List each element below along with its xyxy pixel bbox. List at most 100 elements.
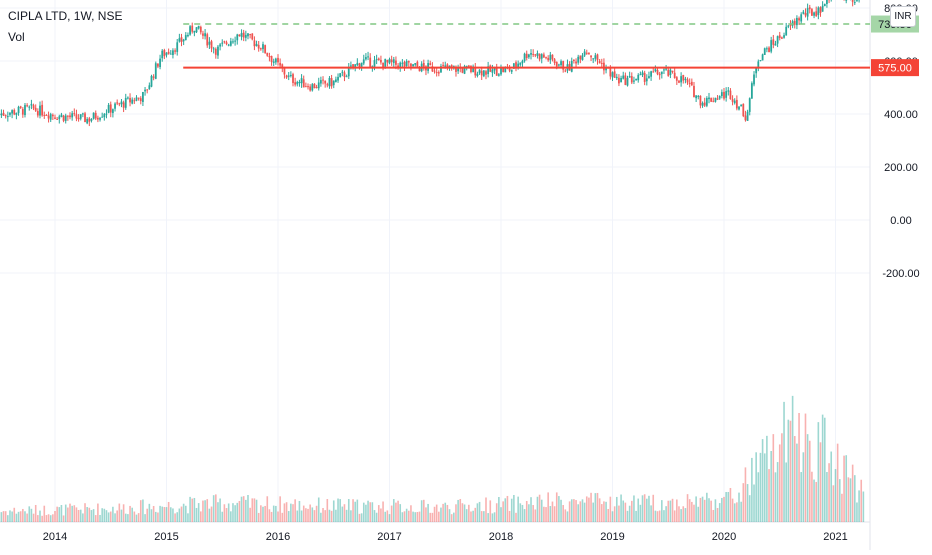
volume-bar — [279, 496, 281, 522]
volume-bar — [732, 499, 734, 522]
candle-body — [590, 56, 592, 58]
candle-body — [800, 14, 802, 21]
volume-bar — [376, 513, 378, 522]
candle-body — [125, 98, 127, 108]
candle-body — [856, 0, 858, 1]
volume-bar — [104, 509, 106, 522]
candle-body — [142, 92, 144, 102]
candle-body — [639, 74, 641, 75]
candle-body — [208, 42, 210, 45]
candle-body — [824, 4, 826, 6]
candle-body — [635, 79, 637, 80]
candle-body — [269, 56, 271, 57]
volume-bar — [157, 512, 159, 522]
candle-body — [31, 104, 33, 106]
candle-body — [264, 45, 266, 53]
volume-bar — [176, 512, 178, 522]
volume-bar — [254, 498, 256, 522]
volume-bar — [796, 444, 798, 522]
candle-body — [155, 63, 157, 79]
volume-bar — [273, 506, 275, 522]
volume-bar — [640, 505, 642, 522]
candle-body — [163, 50, 165, 56]
volume-bar — [164, 507, 166, 522]
candle-body — [732, 99, 734, 102]
volume-bar — [736, 502, 738, 522]
volume-bar — [384, 512, 386, 522]
volume-bar — [232, 503, 234, 522]
volume-bar — [850, 478, 852, 522]
volume-bar — [24, 511, 26, 522]
candle-body — [157, 64, 159, 67]
volume-bar — [813, 480, 815, 522]
candle-body — [410, 64, 412, 67]
candle-body — [80, 114, 82, 118]
volume-bar — [136, 515, 138, 522]
volume-bar — [76, 507, 78, 522]
volume-bar — [1, 512, 3, 522]
candle-body — [260, 48, 262, 49]
candle-body — [363, 59, 365, 63]
volume-bar — [599, 498, 601, 522]
volume-bar — [747, 484, 749, 522]
volume-bar — [839, 479, 841, 522]
candle-body — [380, 60, 382, 63]
volume-bar — [369, 502, 371, 522]
volume-bar — [82, 513, 84, 522]
candle-body — [401, 63, 403, 64]
volume-bar — [80, 510, 82, 522]
x-tick-label: 2017 — [377, 531, 401, 543]
candle-body — [807, 8, 809, 16]
volume-bar — [532, 505, 534, 522]
volume-bar — [860, 480, 862, 522]
volume-bar — [187, 513, 189, 522]
candle-body — [67, 116, 69, 117]
candle-body — [11, 110, 13, 113]
volume-bar — [620, 495, 622, 522]
candle-body — [695, 95, 697, 98]
candle-body — [747, 112, 749, 121]
volume-bar — [708, 498, 710, 522]
volume-bar — [650, 505, 652, 522]
candle-body — [618, 78, 620, 84]
volume-bar — [790, 421, 792, 522]
currency-badge[interactable]: INR — [890, 6, 916, 27]
candle-body — [108, 105, 110, 113]
candle-body — [266, 53, 268, 56]
candle-body — [146, 89, 148, 90]
candle-body — [296, 82, 298, 84]
volume-indicator-label[interactable]: Vol — [8, 30, 25, 44]
candle-body — [121, 102, 123, 105]
volume-bar — [337, 499, 339, 522]
volume-bar — [809, 441, 811, 522]
candle-body — [22, 109, 24, 115]
volume-bar — [573, 499, 575, 522]
volume-bar — [13, 508, 15, 522]
volume-bar — [803, 452, 805, 522]
volume-bar — [496, 503, 498, 522]
candle-body — [346, 76, 348, 77]
candle-body — [378, 59, 380, 61]
candle-body — [103, 114, 105, 117]
candle-body — [356, 63, 358, 65]
candle-body — [333, 81, 335, 85]
volume-bar — [648, 496, 650, 522]
volume-bar — [151, 509, 153, 522]
candle-body — [404, 62, 406, 67]
volume-bar — [395, 503, 397, 522]
candle-body — [13, 110, 15, 114]
candle-body — [33, 105, 35, 108]
candle-body — [386, 60, 388, 62]
volume-bar — [710, 501, 712, 522]
volume-bar — [571, 499, 573, 522]
candle-body — [740, 105, 742, 107]
volume-bar — [509, 511, 511, 522]
candle-body — [697, 96, 699, 97]
candle-body — [73, 113, 75, 114]
candle-body — [663, 69, 665, 70]
volume-bar — [241, 497, 243, 522]
candle-body — [453, 66, 455, 67]
volume-bar — [498, 497, 500, 522]
